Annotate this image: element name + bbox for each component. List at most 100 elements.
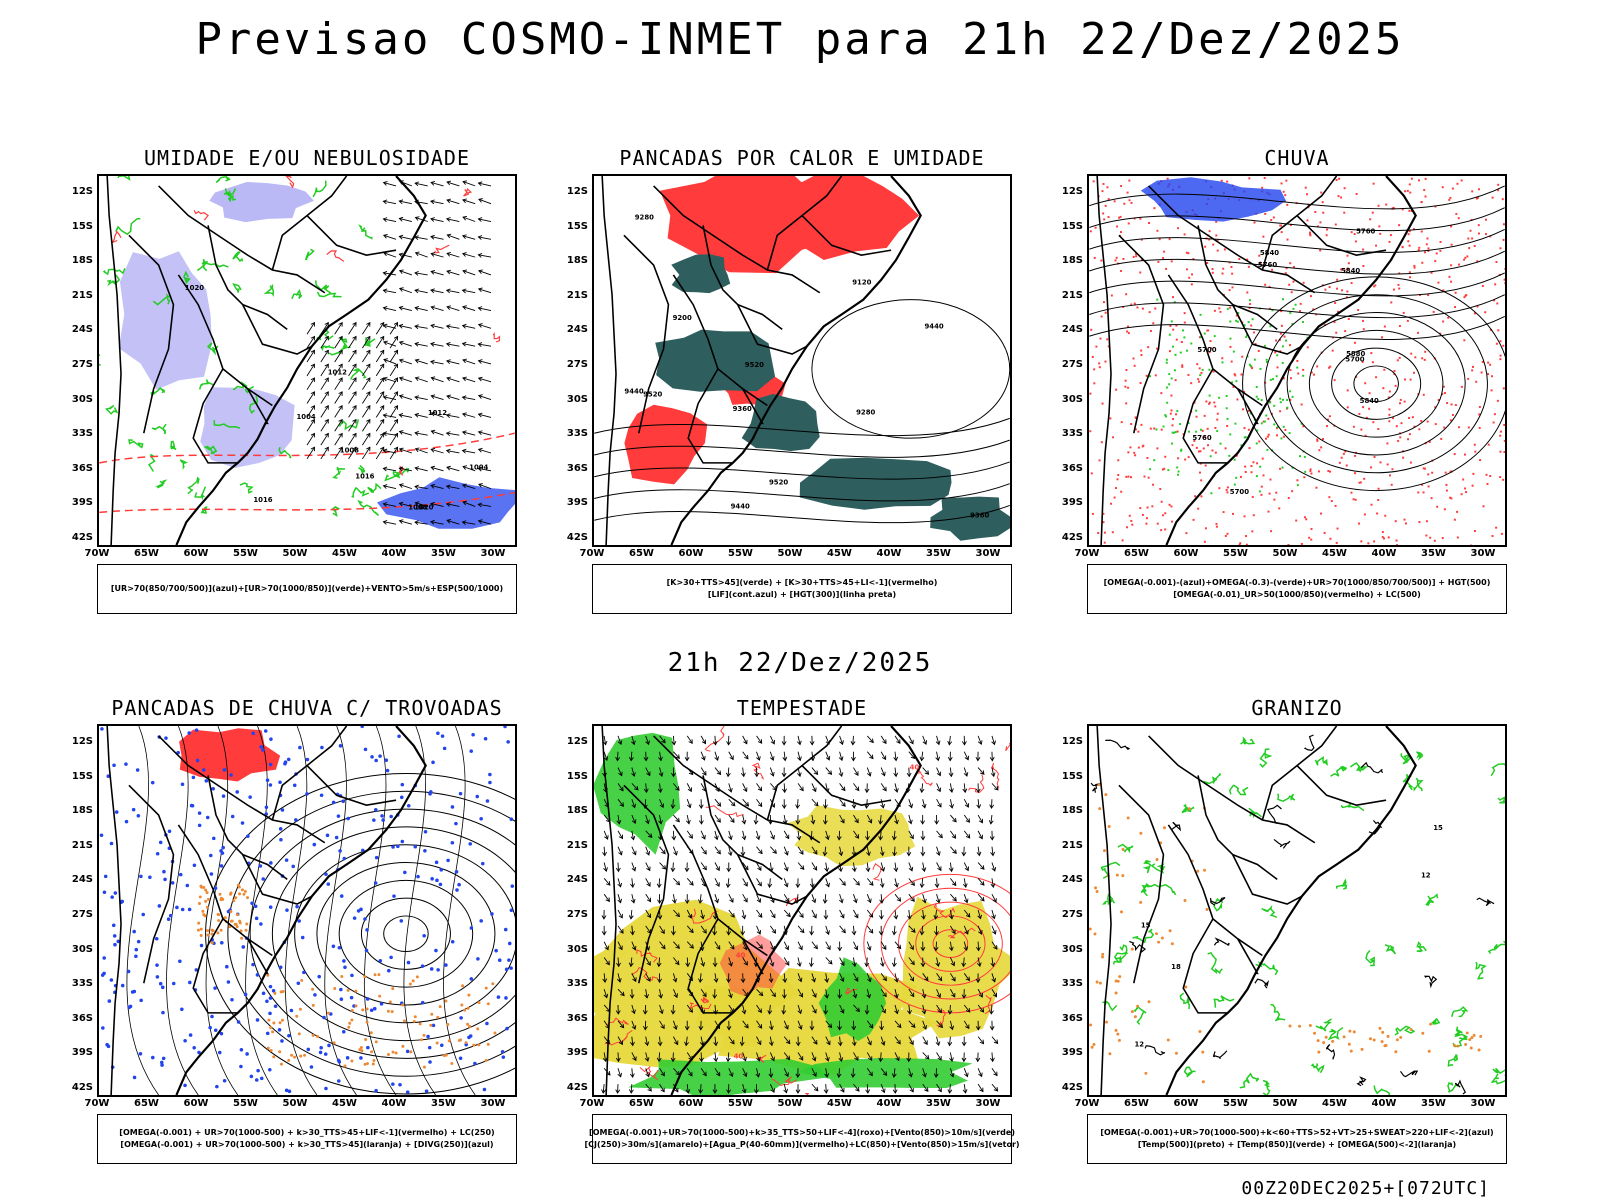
legend-box: [UR>70(850/700/500)](azul)+[UR>70(1000/8… — [97, 564, 517, 614]
latitude-label: 15S — [566, 770, 588, 782]
latitude-label: 42S — [566, 532, 588, 543]
contour-label: 9440 — [731, 503, 750, 511]
legend-text: [OMEGA(-0.001) + UR>70(1000-500) + k>30_… — [120, 1140, 494, 1149]
contour-label: 15 — [1141, 922, 1151, 930]
longitude-label: 55W — [728, 1098, 753, 1109]
contour-label: 40 — [910, 763, 920, 771]
latitude-label: 15S — [71, 220, 93, 232]
longitude-label: 70W — [579, 1098, 605, 1109]
contour-label: 5700 — [1345, 355, 1364, 363]
latitude-label: 39S — [1061, 1047, 1083, 1059]
latitude-label: 12S — [71, 186, 93, 197]
latitude-label: 39S — [1061, 497, 1083, 509]
latitude-label: 24S — [1061, 324, 1083, 336]
longitude-label: 55W — [233, 1098, 258, 1109]
latitude-label: 36S — [1061, 462, 1083, 474]
latitude-label: 27S — [566, 359, 588, 370]
longitude-label: 50W — [282, 1098, 308, 1109]
latitude-label: 24S — [566, 874, 588, 886]
latitude-label: 24S — [71, 324, 93, 336]
map-overlay — [99, 726, 515, 1095]
legend-text: [K>30+TTS>45](verde) + [K>30+TTS>45+LI<-… — [666, 578, 938, 587]
contour-label: 12 — [1421, 871, 1431, 879]
latitude-label: 42S — [71, 1082, 93, 1093]
contour-label: 1008 — [340, 447, 359, 455]
longitude-label: 65W — [134, 548, 159, 559]
latitude-label: 15S — [71, 770, 93, 782]
latitude-label: 33S — [566, 428, 588, 440]
latitude-label: 36S — [71, 462, 93, 474]
latitude-label: 12S — [71, 736, 93, 747]
longitude-label: 30W — [480, 1098, 506, 1109]
longitude-label: 45W — [332, 1098, 357, 1109]
panel-title: PANCADAS POR CALOR E UMIDADE — [619, 146, 985, 170]
longitude-label: 60W — [1173, 1098, 1199, 1109]
latitude-label: 18S — [1061, 255, 1083, 267]
longitude-label: 55W — [233, 548, 258, 559]
latitude-label: 42S — [1061, 532, 1083, 543]
longitude-label: 65W — [134, 1098, 159, 1109]
contour-label: 9360 — [733, 405, 752, 413]
latitude-label: 33S — [1061, 978, 1083, 990]
latitude-label: 42S — [1061, 1082, 1083, 1093]
latitude-label: 24S — [71, 874, 93, 886]
latitude-label: 27S — [566, 909, 588, 920]
map-overlay: 12 12 15 18 15 — [1089, 726, 1505, 1095]
latitude-label: 30S — [566, 393, 588, 405]
latitude-label: 21S — [71, 839, 93, 851]
longitude-label: 50W — [1272, 548, 1298, 559]
longitude-label: 30W — [975, 548, 1001, 559]
latitude-label: 39S — [71, 1047, 93, 1059]
map-overlay: 5760 5700 5760 5840 5700 5840 5760 5700 5840 5880 — [1089, 176, 1505, 545]
latitude-label: 33S — [71, 978, 93, 990]
longitude-label: 70W — [579, 548, 605, 559]
latitude-label: 21S — [566, 839, 588, 851]
longitude-label: 60W — [678, 548, 704, 559]
latitude-label: 33S — [1061, 428, 1083, 440]
longitude-label: 50W — [282, 548, 308, 559]
legend-box: [OMEGA(-0.001)-(azul)+OMEGA(-0.3)-(verde… — [1087, 564, 1507, 614]
latitude-label: 18S — [566, 255, 588, 267]
latitude-label: 30S — [1061, 943, 1083, 955]
longitude-label: 35W — [431, 548, 456, 559]
latitude-label: 36S — [71, 1012, 93, 1024]
latitude-label: 30S — [71, 943, 93, 955]
longitude-label: 65W — [629, 1098, 654, 1109]
latitude-label: 12S — [566, 736, 588, 747]
contour-label: 1012 — [328, 369, 347, 377]
latitude-label: 30S — [1061, 393, 1083, 405]
contour-label: 1020 — [185, 284, 204, 292]
contour-label: 9520 — [745, 361, 764, 369]
contour-label: 5840 — [1360, 397, 1379, 405]
latitude-label: 42S — [566, 1082, 588, 1093]
map-frame — [97, 724, 517, 1097]
longitude-label: 65W — [629, 548, 654, 559]
map-frame: 9520 9440 9520 9440 9360 9280 9200 9120 9520 9440… — [592, 174, 1012, 547]
contour-label: 40 — [734, 1052, 744, 1060]
latitude-label: 36S — [1061, 1012, 1083, 1024]
contour-label: 9360 — [970, 512, 989, 520]
longitude-label: 70W — [1074, 548, 1100, 559]
legend-text: [OMEGA(-0.001)+UR>70(1000-500)+k<60+TTS>… — [1100, 1128, 1494, 1137]
latitude-label: 18S — [1061, 805, 1083, 817]
contour-label: 5880 — [1346, 350, 1365, 358]
longitude-label: 35W — [1421, 1098, 1446, 1109]
panel-title: GRANIZO — [1251, 696, 1343, 720]
longitude-label: 70W — [84, 548, 110, 559]
latitude-label: 39S — [566, 497, 588, 509]
latitude-label: 42S — [71, 532, 93, 543]
longitude-label: 35W — [926, 548, 951, 559]
longitude-label: 55W — [1223, 1098, 1248, 1109]
panel-title: TEMPESTADE — [736, 696, 868, 720]
latitude-label: 30S — [566, 943, 588, 955]
map-frame: 12 12 15 18 15 — [1087, 724, 1507, 1097]
legend-text: [Temp(500)](preto) + [Temp(850)](verde) … — [1137, 1140, 1457, 1149]
legend-box: [OMEGA(-0.001)+UR>70(1000-500)+k>35_TTS>… — [584, 1114, 1020, 1164]
contour-label: 9440 — [624, 388, 643, 396]
longitude-label: 50W — [777, 1098, 803, 1109]
contour-label: 5700 — [1197, 346, 1216, 354]
panel-title: UMIDADE E/OU NEBULOSIDADE — [143, 146, 471, 170]
latitude-label: 33S — [71, 428, 93, 440]
longitude-label: 45W — [332, 548, 357, 559]
